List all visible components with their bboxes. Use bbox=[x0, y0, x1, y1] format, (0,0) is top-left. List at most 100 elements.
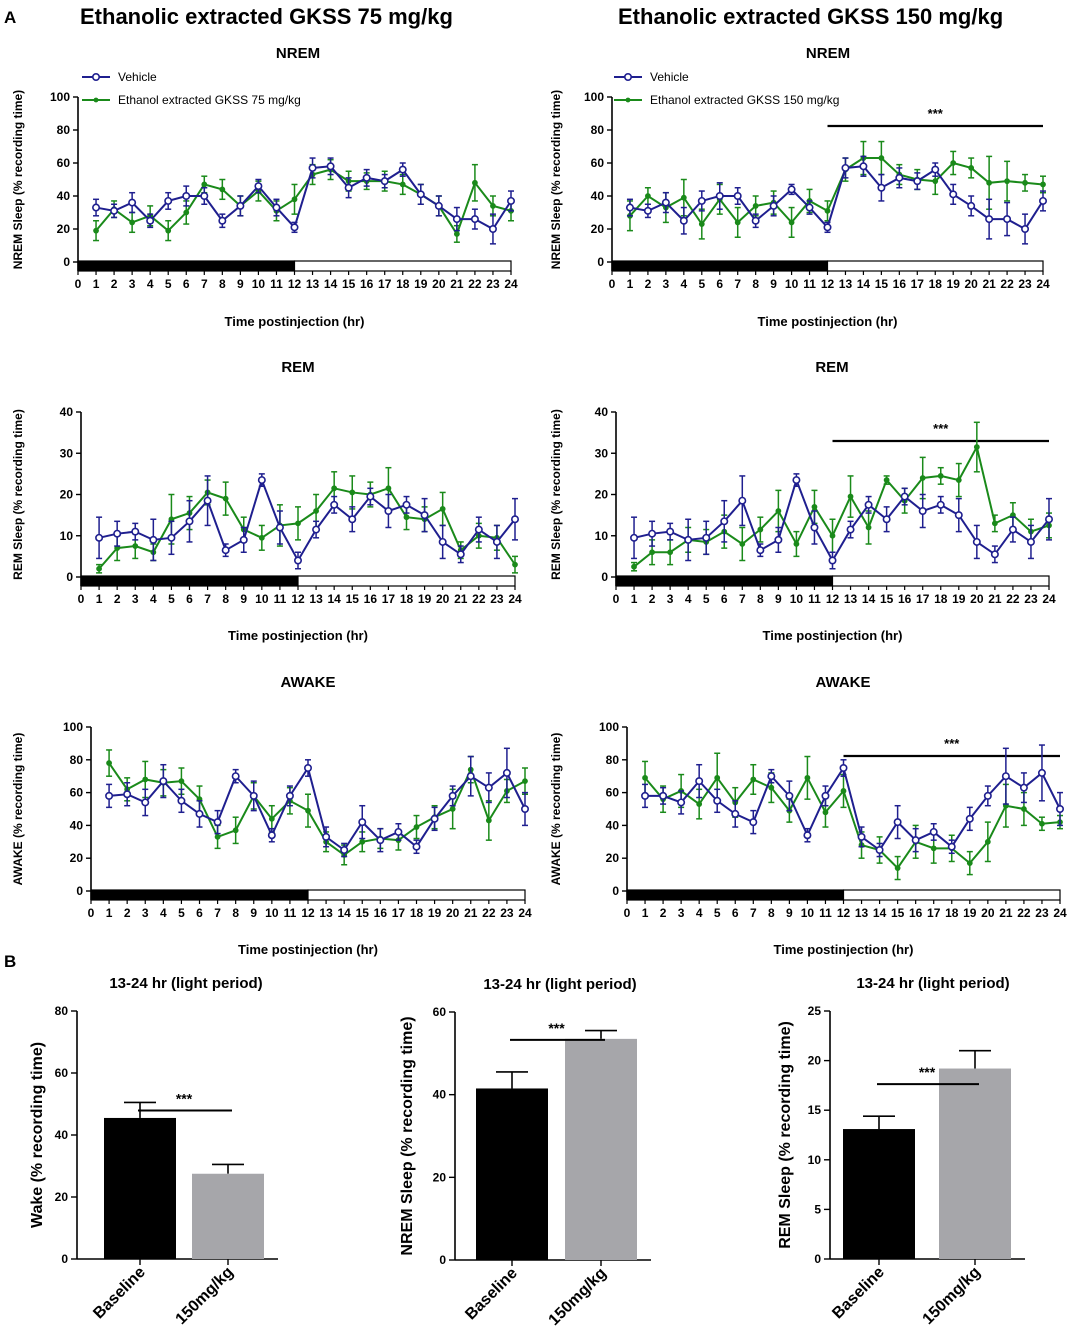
nrem_75-x-tick-label: 24 bbox=[504, 277, 518, 291]
rem_75-treatment-point bbox=[439, 506, 446, 512]
awake_75-treatment-point bbox=[232, 827, 239, 834]
awake_150-x-tick-label: 5 bbox=[714, 906, 721, 920]
bar_rem-y-tick-label: 15 bbox=[808, 1103, 822, 1117]
nrem_75-x-tick-label: 20 bbox=[432, 277, 446, 291]
awake_75-x-tick-label: 13 bbox=[319, 906, 333, 920]
rem_75-vehicle-point bbox=[185, 517, 194, 526]
rem_75-x-tick-label: 13 bbox=[309, 592, 323, 606]
bar_wake-y-tick-label: 0 bbox=[61, 1252, 68, 1266]
nrem_150-vehicle-point bbox=[949, 190, 958, 199]
awake_150-treatment-point bbox=[930, 845, 937, 852]
nrem_150-vehicle-point bbox=[913, 177, 922, 186]
awake_75-x-tick-label: 24 bbox=[518, 906, 532, 920]
nrem_150-x-tick-label: 2 bbox=[645, 277, 652, 291]
awake_75-x-tick-label: 5 bbox=[178, 906, 185, 920]
nrem_75-legend-treatment-label: Ethanol extracted GKSS 75 mg/kg bbox=[118, 93, 301, 107]
awake_150-vehicle-point bbox=[641, 791, 650, 800]
rem_75-treatment-point bbox=[132, 543, 139, 549]
rem_75-x-tick-label: 7 bbox=[204, 592, 211, 606]
rem_150-x-tick-label: 20 bbox=[970, 592, 984, 606]
nrem_75-x-tick-label: 11 bbox=[270, 277, 283, 291]
nrem_150-y-tick-label: 0 bbox=[597, 255, 604, 269]
nrem_150-x-tick-label: 16 bbox=[893, 277, 907, 291]
rem_150-treatment-point bbox=[937, 473, 944, 479]
rem_150-x-tick-label: 11 bbox=[808, 592, 821, 606]
awake_150-treatment-point bbox=[696, 801, 703, 807]
awake_150-treatment-point bbox=[804, 774, 811, 781]
nrem_75-y-tick-label: 80 bbox=[57, 123, 71, 137]
rem_150-y-tick-label: 10 bbox=[595, 529, 609, 543]
nrem_75-y-tick-label: 20 bbox=[57, 222, 71, 236]
nrem_75-vehicle-point bbox=[488, 225, 497, 234]
bar_wake-y-tick-label: 20 bbox=[55, 1190, 69, 1204]
nrem_75-treatment-point bbox=[129, 219, 136, 226]
awake_75-x-tick-label: 2 bbox=[124, 906, 131, 920]
rem_150-treatment-point bbox=[757, 526, 764, 533]
nrem_75-x-tick-label: 22 bbox=[468, 277, 482, 291]
nrem_150-x-tick-label: 9 bbox=[770, 277, 777, 291]
nrem_75-legend-treatment-marker bbox=[93, 97, 99, 103]
awake_75-vehicle-point bbox=[105, 791, 114, 800]
awake_75-vehicle-point bbox=[430, 814, 439, 823]
rem_75-y-label: REM Sleep (% recording time) bbox=[11, 409, 25, 580]
bar_nrem-y-label: NREM Sleep (% recording time) bbox=[399, 1016, 416, 1255]
rem_150-vehicle-point bbox=[792, 476, 801, 485]
nrem_75-treatment-point bbox=[291, 196, 298, 203]
rem_150-y-tick-label: 20 bbox=[595, 488, 609, 502]
awake_75-vehicle-point bbox=[322, 832, 331, 841]
awake_75-treatment-point bbox=[522, 778, 528, 785]
rem_150-vehicle-point bbox=[702, 533, 711, 542]
awake_75-treatment-point bbox=[305, 807, 311, 814]
nrem_150-vehicle-point bbox=[679, 216, 688, 225]
nrem_150-y-tick-label: 100 bbox=[584, 90, 604, 104]
nrem_150-y-label: NREM Sleep (% recording time) bbox=[549, 90, 563, 269]
nrem_75-vehicle-point bbox=[416, 190, 425, 199]
rem_150-x-tick-label: 18 bbox=[934, 592, 948, 606]
awake_150-x-tick-label: 17 bbox=[927, 906, 941, 920]
rem_150-y-tick-label: 40 bbox=[595, 405, 609, 419]
rem_75-x-label: Time postinjection (hr) bbox=[228, 628, 368, 643]
nrem_150-vehicle-point bbox=[697, 196, 706, 205]
awake_75-dark-period-bar bbox=[90, 889, 309, 901]
rem_75-x-tick-label: 3 bbox=[132, 592, 139, 606]
rem_150-treatment-point bbox=[793, 541, 800, 547]
nrem_75-vehicle-point bbox=[92, 203, 101, 212]
nrem_75-x-tick-label: 17 bbox=[378, 277, 392, 291]
nrem_75-legend-vehicle-label: Vehicle bbox=[118, 70, 157, 84]
rem_150-vehicle-point bbox=[1008, 525, 1017, 534]
nrem_150-vehicle-point bbox=[1003, 215, 1012, 224]
rem_75-vehicle-point bbox=[149, 535, 158, 544]
awake_75-y-tick-label: 40 bbox=[70, 818, 84, 832]
awake_75-x-tick-label: 23 bbox=[500, 906, 514, 920]
nrem_75-y-tick-label: 40 bbox=[57, 189, 71, 203]
nrem_150-x-tick-label: 22 bbox=[1000, 277, 1014, 291]
rem_75-treatment-point bbox=[385, 485, 392, 492]
rem_150-x-tick-label: 21 bbox=[988, 592, 1002, 606]
rem_150-x-tick-label: 1 bbox=[631, 592, 638, 606]
rem_150-x-tick-label: 22 bbox=[1006, 592, 1020, 606]
nrem_75-vehicle-point bbox=[200, 192, 209, 201]
rem_150-light-period-bar bbox=[831, 575, 1050, 587]
rem_150-vehicle-point bbox=[990, 550, 999, 559]
nrem_150-vehicle-point bbox=[751, 216, 760, 225]
awake_150-x-tick-label: 14 bbox=[873, 906, 887, 920]
awake_150-vehicle-point bbox=[983, 791, 992, 800]
awake_75-vehicle-point bbox=[448, 791, 457, 800]
rem_75-treatment-point bbox=[96, 565, 102, 572]
rem_150-x-tick-label: 23 bbox=[1024, 592, 1038, 606]
nrem_150-x-tick-label: 18 bbox=[929, 277, 943, 291]
nrem_150-x-tick-label: 7 bbox=[734, 277, 741, 291]
awake_75-vehicle-point bbox=[484, 783, 493, 792]
panel-b-label: B bbox=[4, 952, 17, 971]
nrem_150-light-period-bar bbox=[826, 260, 1044, 272]
nrem_150-vehicle-point bbox=[877, 183, 886, 192]
nrem_75-vehicle-point bbox=[434, 201, 443, 210]
nrem_75-treatment-point bbox=[453, 231, 460, 237]
nrem_75-treatment-line bbox=[95, 168, 512, 237]
awake_150-x-tick-label: 6 bbox=[732, 906, 739, 920]
rem_75-treatment-point bbox=[403, 514, 410, 521]
awake_75-treatment-point bbox=[485, 817, 492, 824]
awake_150-vehicle-point bbox=[749, 818, 758, 827]
awake_150-dark-period-bar bbox=[626, 889, 845, 901]
awake_150-treatment-point bbox=[642, 774, 648, 781]
